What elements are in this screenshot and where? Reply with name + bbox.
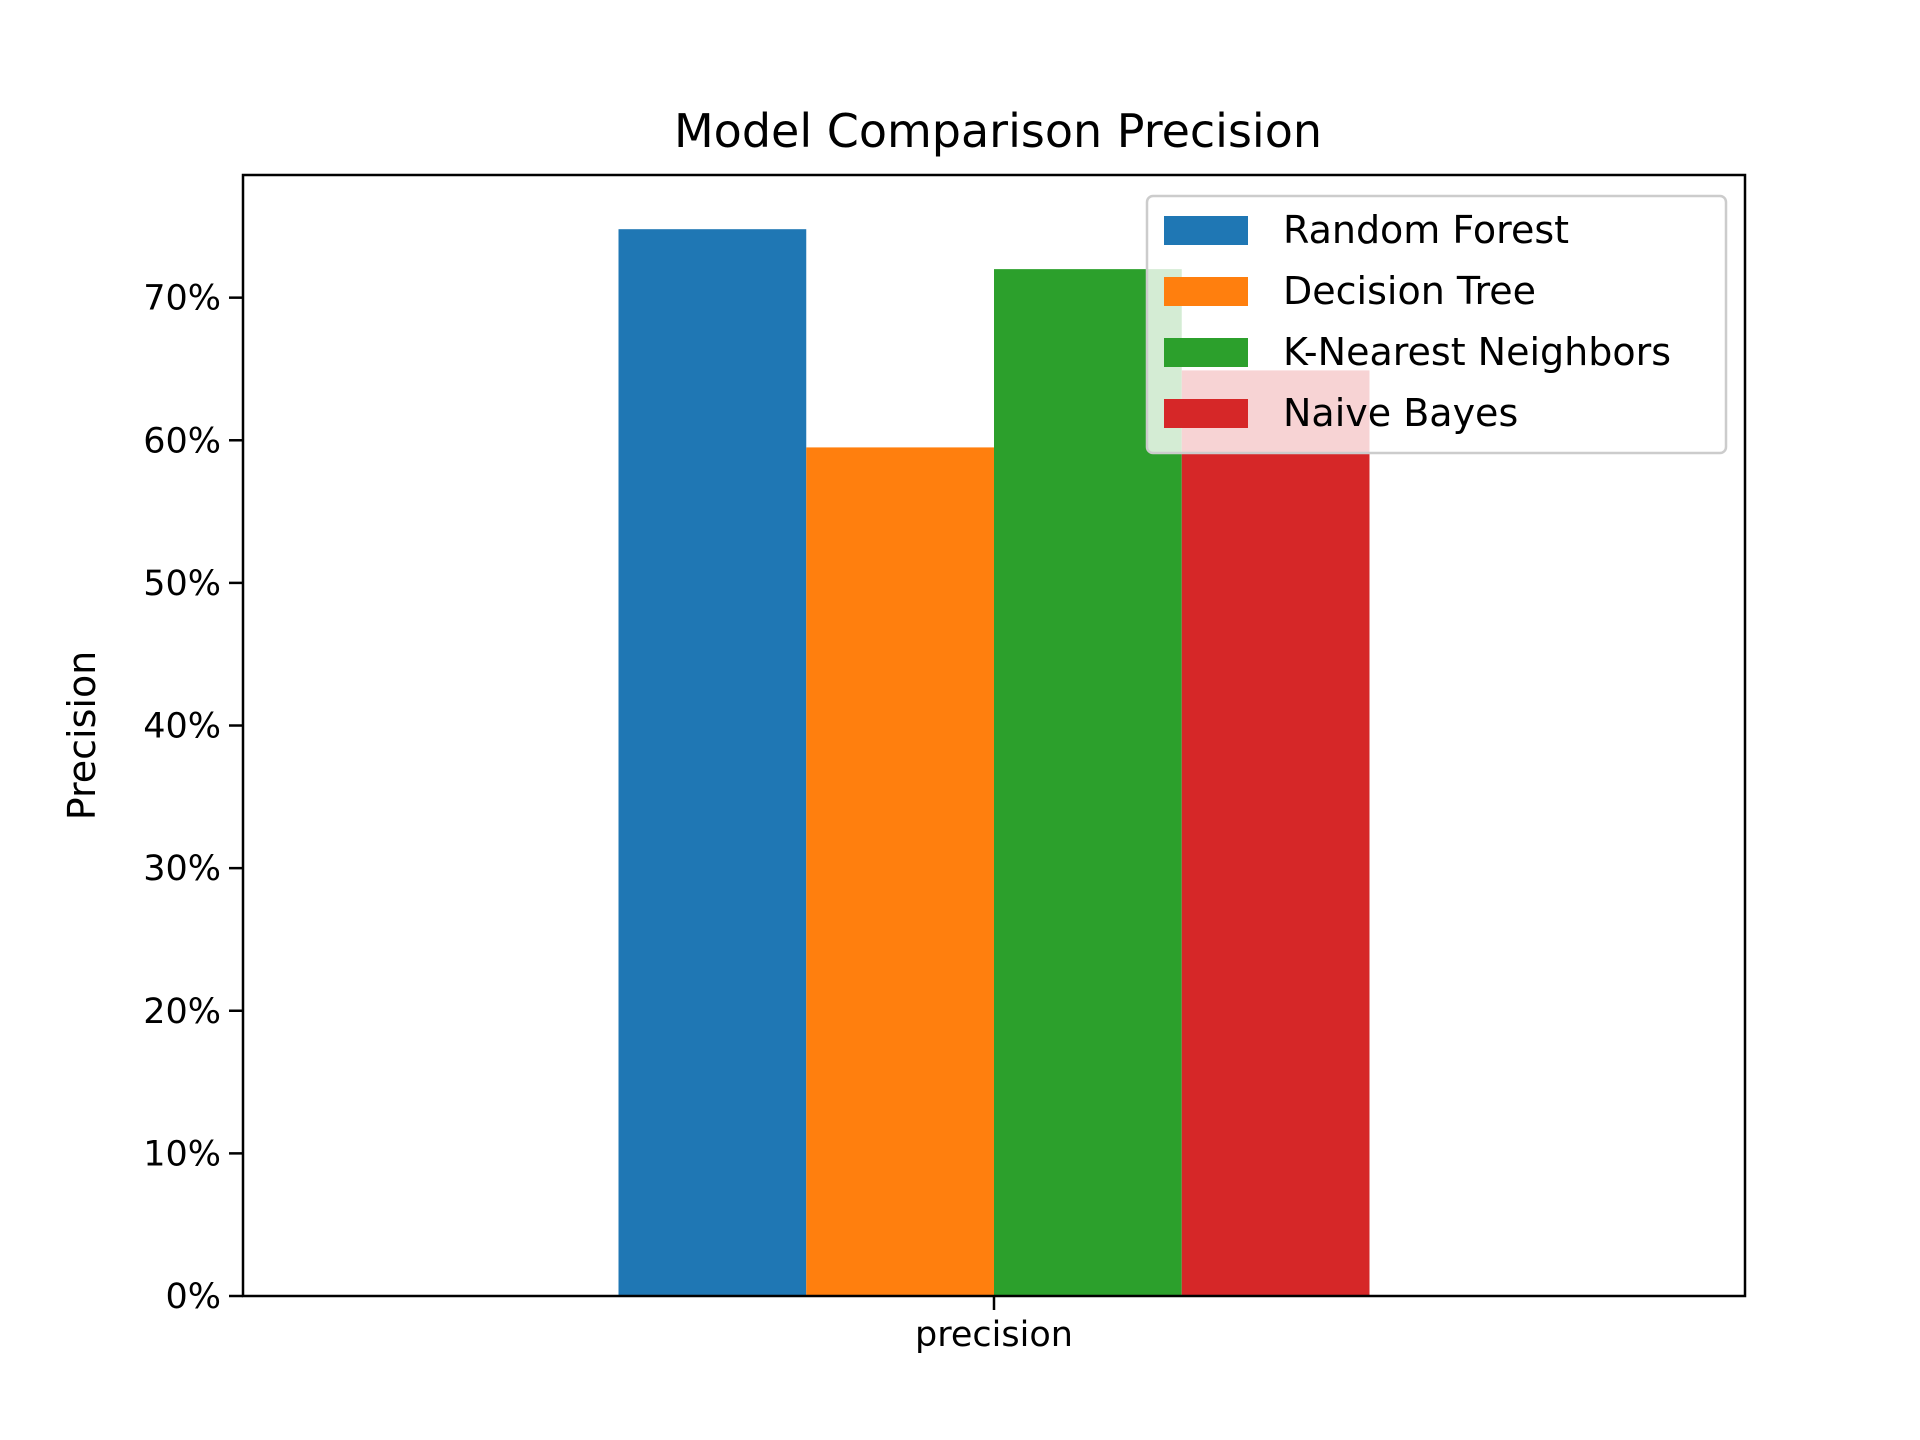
chart-title: Model Comparison Precision — [674, 104, 1322, 158]
legend-swatch — [1164, 216, 1248, 245]
y-tick-label: 70% — [143, 279, 221, 319]
bar-decision-tree — [806, 447, 994, 1296]
bars-layer — [618, 229, 1370, 1296]
y-tick-label: 60% — [143, 421, 221, 461]
legend-label: Decision Tree — [1283, 269, 1536, 313]
legend-label: Random Forest — [1283, 208, 1569, 252]
legend-label: K-Nearest Neighbors — [1283, 330, 1671, 374]
bar-random-forest — [618, 229, 807, 1296]
y-tick-label: 10% — [143, 1134, 221, 1174]
legend-swatch — [1164, 399, 1248, 428]
y-tick-label: 40% — [143, 707, 221, 747]
y-tick-label: 30% — [143, 849, 221, 889]
legend-swatch — [1164, 338, 1248, 367]
legend-label: Naive Bayes — [1283, 391, 1518, 435]
y-tick-label: 0% — [165, 1277, 221, 1317]
y-tick-label: 20% — [143, 992, 221, 1032]
legend-swatch — [1164, 277, 1248, 306]
bar-naive-bayes — [1181, 370, 1370, 1296]
legend-box — [1145, 194, 1728, 455]
y-tick-label: 50% — [143, 564, 221, 604]
axes-layer: 0% 10% 20% 30% 40% 50% 60% 70% precision — [143, 279, 1073, 1355]
y-axis-label: Precision — [60, 651, 104, 821]
legend: Random Forest Decision Tree K-Nearest Neig… — [1145, 194, 1728, 455]
x-tick-label: precision — [915, 1315, 1073, 1355]
